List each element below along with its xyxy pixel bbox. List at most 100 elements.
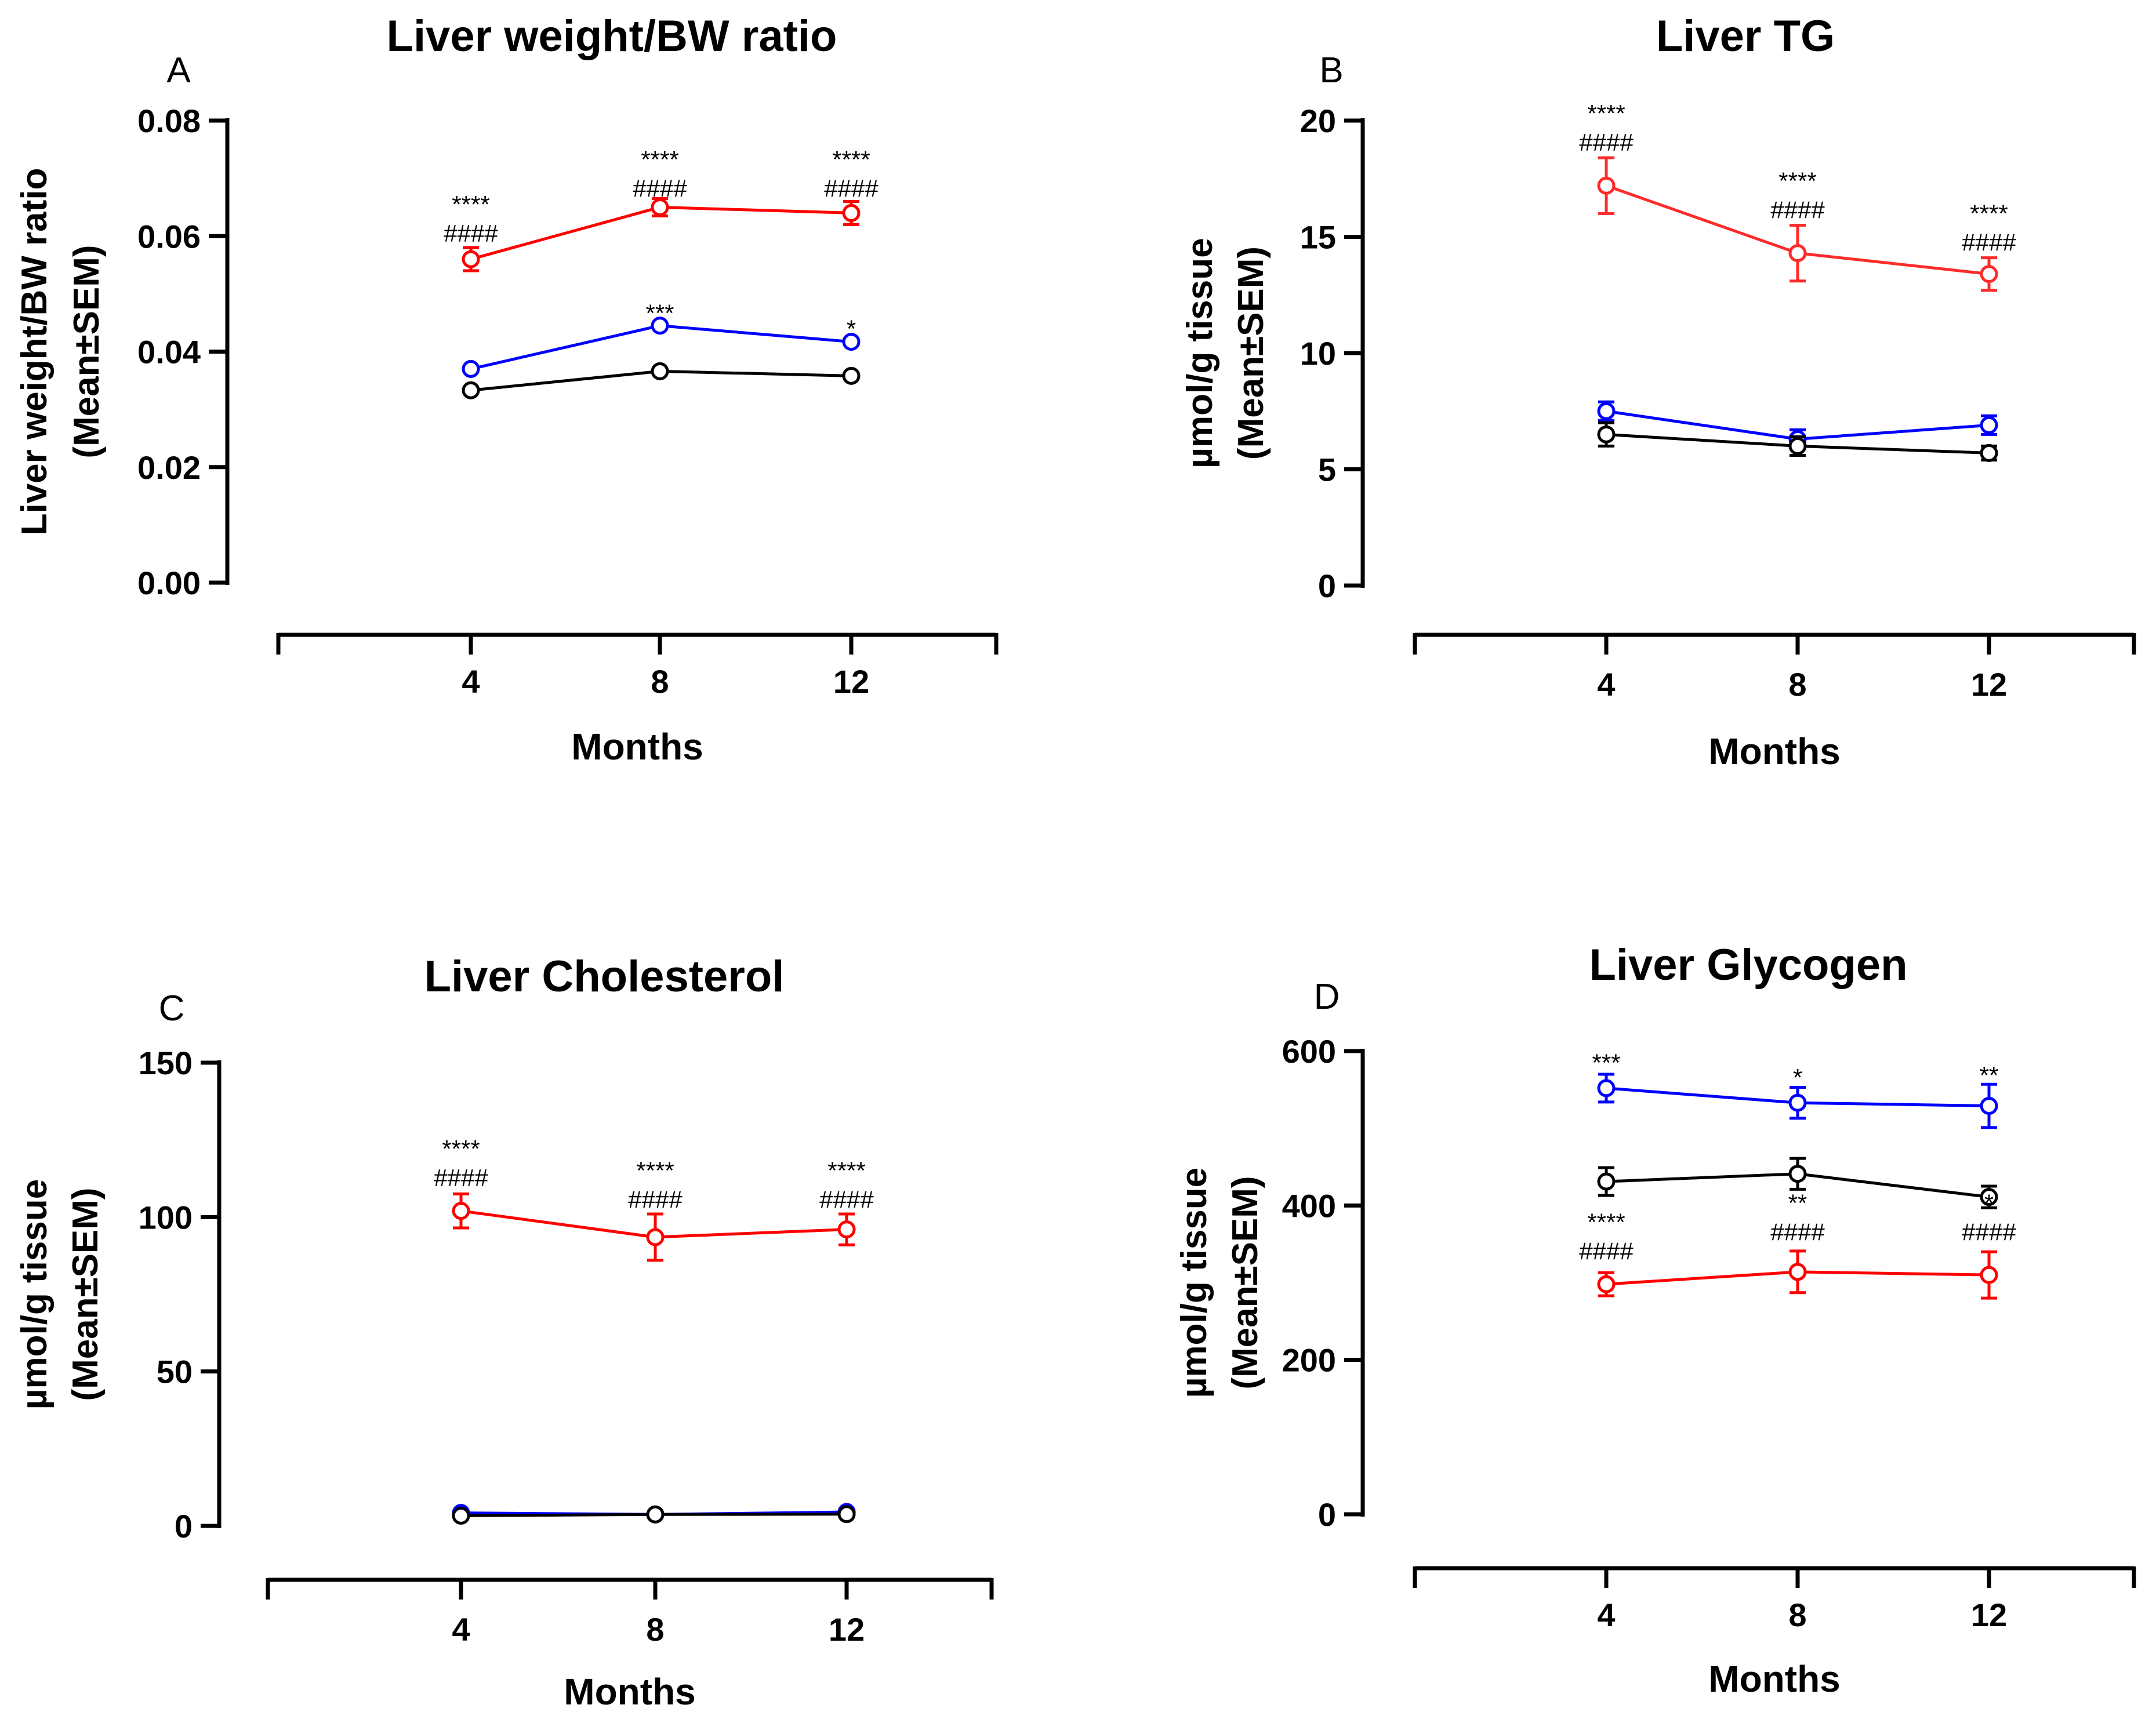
significance-label: * <box>847 315 856 343</box>
significance-label: **** <box>641 146 678 173</box>
data-point <box>1597 402 1616 420</box>
data-point <box>1980 1097 1998 1115</box>
significance-label: #### <box>1962 229 2016 256</box>
series-2 <box>462 362 861 399</box>
y-axis-label-units: (Mean±SEM) <box>67 245 107 458</box>
data-point <box>1788 1263 1807 1281</box>
data-point <box>1980 1188 1998 1206</box>
significance-label: **** <box>1970 200 2008 227</box>
y-axis-label-units: (Mean±SEM) <box>1231 246 1271 460</box>
data-point <box>1597 1172 1616 1191</box>
x-axis-label: Months <box>1708 1658 1841 1700</box>
x-tick-label: 4 <box>452 1611 470 1648</box>
significance-label: * <box>1984 1189 1994 1216</box>
y-tick-label: 10 <box>1300 335 1336 372</box>
y-tick-label: 5 <box>1318 452 1336 488</box>
significance-label: #### <box>444 220 498 247</box>
panel-a: Liver weight/BW ratio A 0.00 0.02 0.04 0.06 0.… <box>14 12 999 768</box>
y-tick-label: 15 <box>1300 219 1336 256</box>
data-point <box>842 203 861 222</box>
series-0 <box>452 1192 856 1262</box>
x-axis-label: Months <box>1708 730 1841 772</box>
data-point <box>1597 1079 1616 1097</box>
data-point <box>1980 416 1998 434</box>
significance-label: #### <box>1579 1238 1634 1265</box>
x-tick-label: 8 <box>1788 666 1806 703</box>
significance-label: **** <box>452 191 489 218</box>
chart-title: Liver TG <box>1656 12 1835 61</box>
y-tick-label: 0 <box>1318 568 1336 604</box>
data-point <box>1788 1093 1807 1112</box>
y-tick-label: 0.02 <box>137 449 201 486</box>
data-point <box>1597 425 1616 444</box>
data-point <box>646 1505 665 1524</box>
y-tick-label: 400 <box>1282 1187 1336 1224</box>
significance-label: #### <box>1770 1218 1825 1245</box>
data-point <box>462 381 480 399</box>
significance-label: **** <box>1778 167 1816 194</box>
y-axis-label-units: (Mean±SEM) <box>66 1187 106 1401</box>
y-tick-label: 0.06 <box>137 218 201 255</box>
y-axis-label: µmol/g tissue <box>1180 238 1220 468</box>
significance-label: **** <box>827 1157 865 1184</box>
data-point <box>1597 176 1616 195</box>
y-axis-label: Liver weight/BW ratio <box>14 168 55 536</box>
series-2 <box>452 1505 856 1525</box>
significance-label: #### <box>1579 129 1634 156</box>
x-tick-label: 12 <box>1971 1597 2007 1633</box>
series-2 <box>1597 1249 1998 1300</box>
series-0 <box>462 197 861 272</box>
data-point <box>651 317 669 335</box>
y-tick-label: 100 <box>139 1199 193 1235</box>
y-axis-label: µmol/g tissue <box>1174 1168 1214 1398</box>
significance-label: **** <box>636 1157 674 1184</box>
significance-label: **** <box>1587 1209 1625 1236</box>
panel-letter: D <box>1314 977 1340 1017</box>
data-point <box>837 1220 856 1239</box>
x-tick-label: 12 <box>1971 666 2007 703</box>
panel-letter: C <box>159 988 185 1028</box>
data-point <box>1980 265 1998 283</box>
significance-label: #### <box>633 175 687 202</box>
panel-letter: A <box>166 50 191 90</box>
significance-label: *** <box>1592 1049 1620 1077</box>
y-tick-label: 150 <box>139 1045 193 1081</box>
data-point <box>1788 1165 1807 1183</box>
panel-letter: B <box>1319 50 1343 90</box>
series-1 <box>1597 1157 1998 1209</box>
x-axis-label: Months <box>564 1671 696 1713</box>
data-point <box>842 333 861 351</box>
significance-label: #### <box>824 175 879 202</box>
series-0 <box>1597 1073 1998 1129</box>
data-point <box>1597 1275 1616 1293</box>
data-point <box>842 366 861 385</box>
significance-label: **** <box>832 146 870 173</box>
y-tick-label: 0.08 <box>137 103 201 139</box>
x-tick-label: 12 <box>829 1611 865 1648</box>
x-tick-label: 8 <box>1788 1597 1806 1633</box>
y-tick-label: 50 <box>157 1354 193 1390</box>
x-tick-label: 8 <box>646 1611 664 1648</box>
series-2 <box>1597 421 1998 462</box>
significance-label: #### <box>1770 196 1825 223</box>
data-point <box>651 198 669 216</box>
y-tick-label: 0.04 <box>137 334 201 370</box>
y-tick-label: 0 <box>175 1508 193 1544</box>
y-tick-label: 0 <box>1318 1496 1336 1533</box>
significance-label: ** <box>1980 1062 1999 1089</box>
data-point <box>1788 244 1807 263</box>
significance-label: ** <box>1788 1189 1807 1216</box>
data-point <box>837 1505 856 1524</box>
significance-label: #### <box>819 1186 874 1213</box>
data-point <box>462 250 480 268</box>
data-point <box>452 1506 470 1525</box>
series-1 <box>462 317 861 378</box>
y-axis-label-units: (Mean±SEM) <box>1225 1176 1265 1389</box>
panel-d: Liver Glycogen D 0 200 400 600 µmol/g tissue (M… <box>1174 940 2136 1700</box>
y-tick-label: 600 <box>1282 1033 1336 1070</box>
y-tick-label: 200 <box>1282 1342 1336 1379</box>
data-point <box>646 1228 665 1246</box>
significance-label: #### <box>434 1164 488 1191</box>
panel-c: Liver Cholesterol C 0 50 100 150 µmol/g tissue… <box>14 952 994 1713</box>
